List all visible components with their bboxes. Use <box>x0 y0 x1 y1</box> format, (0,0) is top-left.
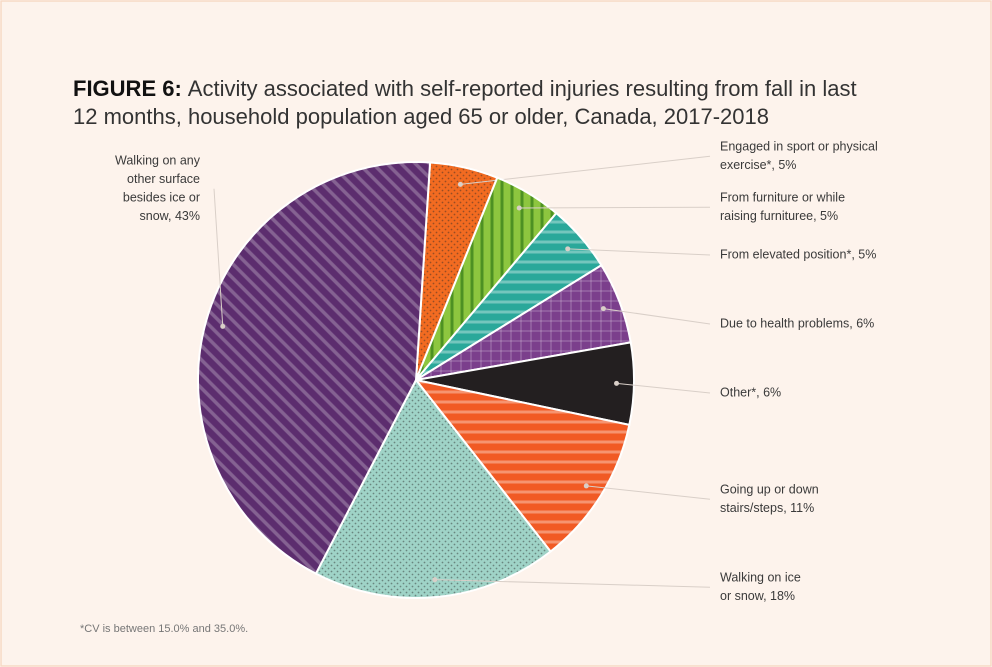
leader-line <box>434 579 711 588</box>
leader-dot <box>432 577 438 583</box>
leader-dot <box>220 323 226 329</box>
leader-dot <box>600 306 606 312</box>
slice-label: Walking on any <box>115 153 201 167</box>
leader-line <box>213 188 224 327</box>
leader-dot <box>614 380 620 386</box>
leader-dot <box>565 246 571 252</box>
slice-label: From elevated position*, 5% <box>720 247 876 261</box>
leader-dot <box>457 181 463 187</box>
slice-label: Walking on ice <box>720 570 801 584</box>
slice-label: exercise*, 5% <box>720 158 796 172</box>
leader-dot <box>516 205 522 211</box>
slice-label: From furniture or while <box>720 190 845 204</box>
leader-line <box>616 382 711 394</box>
footnote: *CV is between 15.0% and 35.0%. <box>80 623 248 635</box>
pie-slice <box>197 161 432 576</box>
leader-line <box>603 308 711 325</box>
slice-label: snow, 43% <box>140 209 200 223</box>
pie-slice <box>314 378 552 599</box>
leader-line <box>586 485 711 500</box>
slice-label: or snow, 18% <box>720 589 795 603</box>
slice-label: other surface <box>127 172 200 186</box>
slice-label: stairs/steps, 11% <box>720 501 814 515</box>
leader-line <box>567 248 711 256</box>
slice-label: Due to health problems, 6% <box>720 316 874 330</box>
slice-label: Engaged in sport or physical <box>720 139 878 153</box>
slice-label: Going up or down <box>720 482 819 496</box>
title-line: 12 months, household population aged 65 … <box>73 104 769 129</box>
slice-label: Other*, 6% <box>720 385 781 399</box>
title-prefix: FIGURE 6: <box>73 76 182 101</box>
leader-line <box>519 206 711 209</box>
pie-slice <box>413 378 631 553</box>
title-line: Activity associated with self-reported i… <box>188 76 857 101</box>
leader-dot <box>583 483 589 489</box>
slice-label: besides ice or <box>123 190 200 204</box>
chart-title: FIGURE 6: Activity associated with self-r… <box>73 76 857 101</box>
slice-label: raising furnituree, 5% <box>720 209 838 223</box>
